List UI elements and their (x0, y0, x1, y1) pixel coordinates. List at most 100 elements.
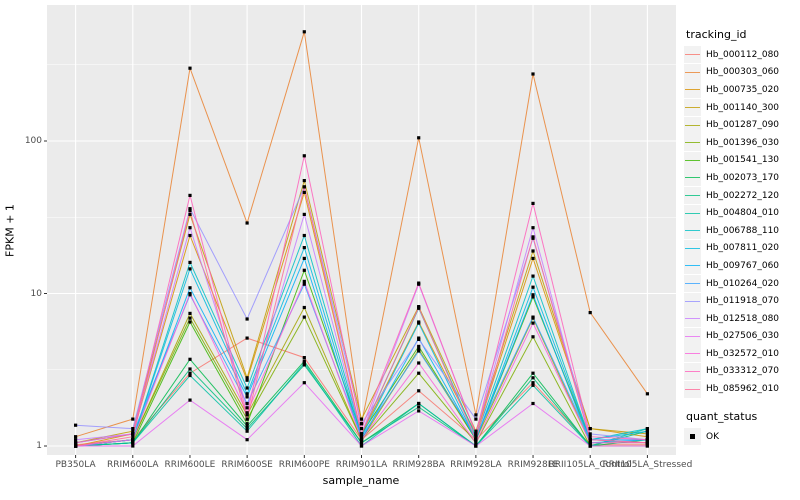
data-point (531, 274, 535, 278)
data-point (359, 435, 364, 439)
legend-line-swatch-icon (684, 99, 701, 117)
data-point (188, 316, 192, 320)
data-point (245, 317, 249, 321)
legend-entry-Hb_002073_170: Hb_002073_170 (684, 169, 798, 187)
legend-label: Hb_007811_020 (706, 243, 780, 254)
data-point (245, 424, 249, 428)
legend-line-swatch-icon (684, 257, 701, 275)
data-point (359, 444, 364, 448)
data-point (245, 413, 249, 417)
legend-entry-Hb_000112_080: Hb_000112_080 (684, 46, 798, 64)
data-point (531, 201, 535, 205)
data-point (188, 373, 192, 378)
data-point (588, 444, 592, 448)
x-tick-label-RRIM928LA: RRIM928LA (450, 460, 502, 470)
data-point (417, 321, 421, 325)
data-point (417, 409, 421, 413)
data-point (417, 344, 421, 348)
legend-line-swatch-icon (684, 169, 701, 187)
legend-entry-Hb_033312_070: Hb_033312_070 (684, 362, 798, 381)
legend-entry-Hb_000735_020: Hb_000735_020 (684, 81, 798, 99)
legend-label: Hb_001396_030 (706, 137, 780, 148)
data-point (588, 427, 592, 431)
x-tick-label-RRII105LA_Stressed: RRII105LA_Stressed (602, 460, 693, 470)
data-point (74, 438, 78, 442)
legend-line-swatch-icon (684, 239, 701, 257)
legend-entries: Hb_000112_080 Hb_000303_060 Hb_000735_020 H… (684, 46, 798, 398)
legend-label: Hb_001541_130 (706, 155, 780, 166)
data-point (531, 256, 535, 260)
x-tick-label-RRIM600LE: RRIM600LE (164, 460, 216, 470)
data-point (188, 207, 192, 211)
legend-line-swatch-icon (684, 134, 701, 152)
legend-entry-Hb_012518_080: Hb_012518_080 (684, 310, 798, 328)
ok-square-marker-icon (684, 428, 701, 446)
data-point (645, 392, 649, 396)
legend-label: Hb_000112_080 (706, 49, 780, 60)
data-point (645, 427, 649, 431)
data-point (245, 429, 249, 433)
data-point (359, 432, 364, 436)
data-point (531, 285, 535, 289)
legend-entry-Hb_001140_300: Hb_001140_300 (684, 99, 798, 117)
data-point (188, 267, 192, 271)
data-point (131, 438, 135, 442)
data-point (131, 444, 135, 448)
data-point (645, 429, 649, 433)
data-point (531, 295, 535, 299)
data-point (359, 417, 364, 421)
data-point (531, 381, 535, 385)
y-tick-label: 100 (24, 136, 42, 146)
x-tick-label-RRIM928BA: RRIM928BA (392, 460, 445, 470)
data-point (245, 417, 249, 421)
data-point (188, 357, 192, 361)
data-point (531, 383, 535, 387)
data-point (302, 315, 306, 319)
data-point (531, 401, 535, 406)
data-point (302, 363, 306, 367)
legend-line-swatch-icon (684, 187, 701, 205)
data-point (417, 281, 421, 285)
x-tick-label-RRIM901LA: RRIM901LA (335, 460, 388, 470)
data-point (302, 212, 306, 216)
data-point (188, 398, 192, 402)
data-point (302, 190, 306, 194)
data-point (188, 320, 192, 324)
legend-line-swatch-icon (684, 204, 701, 222)
data-point (302, 361, 306, 365)
data-point (131, 441, 135, 445)
data-point (245, 438, 249, 442)
legend-line-swatch-icon (684, 63, 701, 81)
data-point (531, 315, 535, 319)
legend-label: Hb_002272_120 (706, 190, 780, 201)
data-point (417, 136, 421, 140)
data-point (531, 335, 535, 339)
legend-entry-Hb_006788_110: Hb_006788_110 (684, 222, 798, 240)
legend-label: Hb_085962_010 (706, 384, 780, 395)
data-point (188, 291, 192, 296)
legend-line-swatch-icon (684, 380, 701, 398)
legend-label: Hb_032572_010 (706, 348, 780, 359)
data-point (588, 311, 592, 315)
legend-entry-Hb_001287_090: Hb_001287_090 (684, 116, 798, 134)
legend-entry-Hb_000303_060: Hb_000303_060 (684, 63, 798, 82)
legend-line-swatch-icon (684, 292, 701, 310)
data-point (302, 381, 306, 385)
data-point (245, 422, 249, 426)
data-point (302, 268, 306, 272)
y-axis-title: FPKM + 1 (3, 204, 17, 257)
data-point (302, 256, 306, 260)
legend-title-tracking-id: tracking_id (686, 28, 747, 41)
data-point (188, 193, 192, 197)
data-point (531, 371, 535, 375)
data-point (188, 208, 192, 213)
data-point (302, 282, 306, 286)
legend-label: Hb_027506_030 (706, 331, 780, 342)
legend-line-swatch-icon (684, 222, 701, 240)
data-point (474, 444, 478, 448)
data-point (302, 233, 306, 238)
legend-label: Hb_012518_080 (706, 313, 780, 324)
data-point (645, 438, 649, 442)
data-point (302, 246, 306, 250)
